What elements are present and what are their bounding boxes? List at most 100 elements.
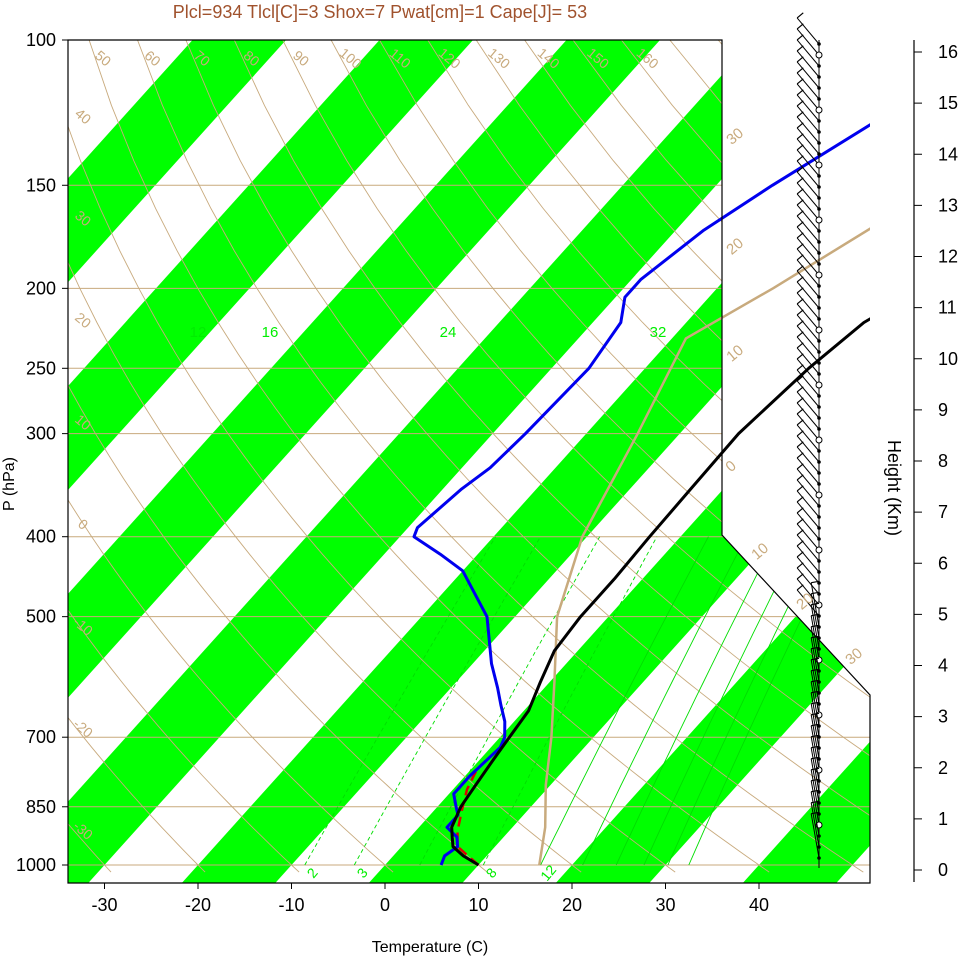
wind-barb-feather	[797, 211, 803, 216]
height-tick-label: 4	[938, 656, 948, 676]
wind-barb-feather	[797, 68, 803, 73]
wind-barb	[797, 315, 819, 341]
wind-barb-feather	[797, 541, 803, 546]
height-tick-label: 9	[938, 400, 948, 420]
wind-barb	[797, 62, 819, 88]
x-tick-label: -30	[91, 895, 117, 915]
x-tick-label: 0	[380, 895, 390, 915]
wind-barb-feather	[797, 277, 803, 282]
wind-barb-feather	[797, 288, 803, 293]
wind-station-dot	[817, 196, 821, 200]
wind-barb-feather	[797, 299, 803, 304]
height-tick-label: 3	[938, 707, 948, 727]
wind-barb-feather	[797, 398, 803, 403]
wind-station-dot	[817, 427, 821, 431]
height-tick-label: 1	[938, 809, 948, 829]
wind-barb-feather	[797, 519, 803, 524]
wind-station-dot	[817, 262, 821, 266]
wind-barb	[797, 84, 819, 110]
wind-barb	[797, 238, 819, 264]
wind-barb-feather	[797, 508, 803, 513]
wind-barb	[797, 403, 819, 429]
wind-barb-feather	[797, 35, 803, 40]
right-isopleth-label: 0	[722, 457, 739, 475]
x-tick-label: 40	[749, 895, 769, 915]
wind-calm-marker	[816, 52, 822, 58]
height-tick-label: 5	[938, 604, 948, 624]
wind-barbs	[797, 13, 822, 868]
wind-station-dot	[817, 317, 821, 321]
wind-barb-feather	[797, 255, 803, 260]
wind-station-dot	[817, 251, 821, 255]
height-tick-label: 15	[938, 93, 958, 113]
wind-station-dot	[817, 350, 821, 354]
wind-barb	[797, 194, 819, 220]
y-tick-label: 200	[26, 278, 56, 298]
wind-barb-feather	[797, 563, 803, 568]
y-axis-title: P (hPa)	[1, 457, 18, 511]
wind-calm-marker	[816, 217, 822, 223]
height-axis-title: Height (Km)	[884, 440, 904, 536]
wind-barb-feather	[797, 156, 803, 161]
wind-station-dot	[817, 97, 821, 101]
wind-station-dot	[817, 152, 821, 156]
left-isopleth-label: 20	[72, 309, 94, 331]
wind-barb	[797, 205, 819, 231]
wind-barb	[797, 304, 819, 330]
wind-barb-feather	[797, 552, 803, 557]
wind-barb	[797, 293, 819, 319]
wind-barb	[797, 392, 819, 418]
wind-barb	[797, 260, 819, 286]
x-axis-title: Temperature (C)	[372, 939, 488, 956]
wind-barb	[797, 414, 819, 440]
wind-station-dot	[817, 86, 821, 90]
wind-barb-feather	[797, 387, 803, 392]
wind-barb-feather	[797, 475, 803, 480]
wind-barb	[797, 128, 819, 154]
wind-barb-feather	[797, 178, 803, 183]
wind-calm-marker	[816, 437, 822, 443]
chart-title: Plcl=934 Tlcl[C]=3 Shox=7 Pwat[cm]=1 Cap…	[173, 2, 587, 22]
wind-barb-feather	[797, 332, 803, 337]
wind-barb	[797, 150, 819, 176]
wind-barb-feather	[797, 464, 803, 469]
x-tick-label: -10	[278, 895, 304, 915]
wind-barb-feather	[797, 222, 803, 227]
wind-barb-feather	[797, 530, 803, 535]
wind-barb-feather	[797, 134, 803, 139]
wind-station-dot	[817, 449, 821, 453]
wind-barb-feather	[797, 13, 803, 18]
y-tick-label: 1000	[16, 855, 56, 875]
wind-barb-feather	[797, 46, 803, 51]
y-tick-label: 850	[26, 797, 56, 817]
wind-barb	[797, 73, 819, 99]
x-tick-label: 20	[562, 895, 582, 915]
wind-station-dot	[817, 141, 821, 145]
wind-station-dot	[817, 526, 821, 530]
wind-calm-marker	[816, 382, 822, 388]
mixing-ratio-label: 8	[483, 865, 500, 881]
mixing-ratio-label: 16	[262, 324, 279, 341]
height-tick-label: 11	[938, 298, 957, 318]
wind-station-dot	[817, 130, 821, 134]
wind-station-dot	[817, 174, 821, 178]
wind-barb	[797, 18, 819, 44]
wind-station-dot	[817, 207, 821, 211]
wind-station-dot	[817, 471, 821, 475]
height-tick-label: 0	[938, 860, 948, 880]
left-isopleth-label: 40	[72, 105, 94, 127]
wind-station-dot	[817, 229, 821, 233]
wind-barb	[797, 425, 819, 451]
wind-barb-feather	[797, 574, 803, 579]
height-tick-label: 8	[938, 451, 948, 471]
wind-barb-feather	[797, 145, 803, 150]
height-tick-label: 10	[938, 349, 958, 369]
wind-calm-marker	[816, 492, 822, 498]
wind-barb-feather	[797, 112, 803, 117]
wind-barb-feather	[797, 585, 803, 590]
wind-barb	[797, 458, 819, 484]
wind-barb-feather	[797, 57, 803, 62]
wind-barb-feather	[797, 343, 803, 348]
wind-station-dot	[817, 504, 821, 508]
